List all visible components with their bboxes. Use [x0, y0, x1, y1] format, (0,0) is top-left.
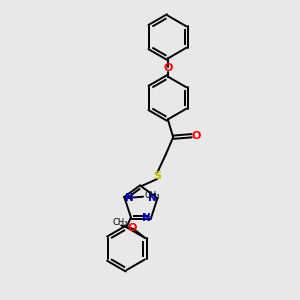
Text: N: N [148, 193, 157, 202]
Text: CH₃: CH₃ [145, 191, 160, 200]
Text: O: O [163, 63, 172, 73]
Text: N: N [142, 213, 151, 223]
Text: O: O [191, 131, 200, 141]
Text: O: O [128, 223, 137, 232]
Text: CH₃: CH₃ [112, 218, 128, 227]
Text: S: S [153, 172, 161, 182]
Text: N: N [125, 193, 134, 202]
